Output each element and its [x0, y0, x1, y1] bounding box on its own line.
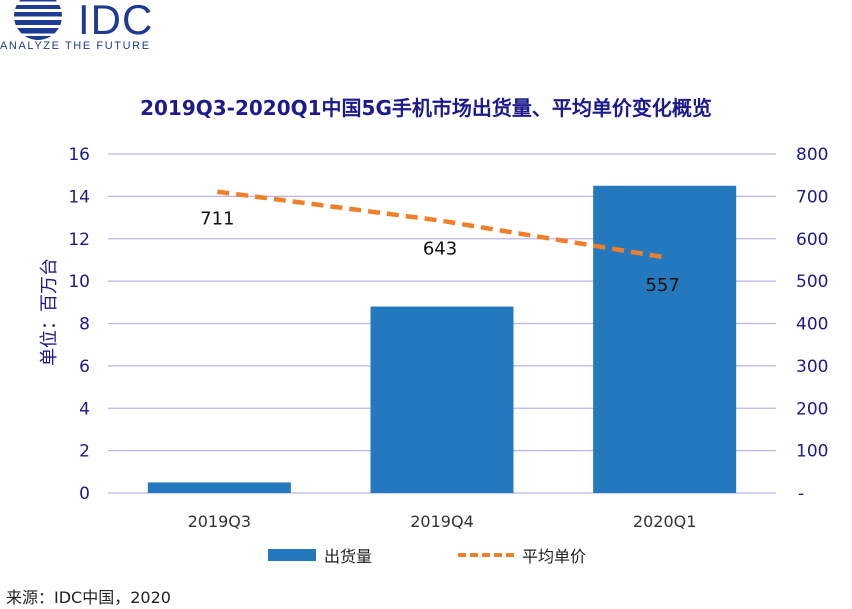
- idc-logo: IDC ANALYZE THE FUTURE: [0, 0, 175, 62]
- price-data-label: 643: [423, 239, 457, 260]
- x-tick-label: 2019Q4: [410, 512, 474, 531]
- y2-tick-label: 300: [796, 357, 828, 377]
- y-tick-label: 6: [79, 357, 90, 377]
- globe-logo-icon: [14, 0, 62, 40]
- legend-bar-label: 出货量: [324, 547, 373, 566]
- y-tick-label: 0: [79, 484, 90, 504]
- y2-tick-label: 600: [796, 230, 828, 250]
- bar-2019q3: [147, 482, 291, 493]
- y-tick-label: 2: [79, 442, 90, 462]
- y2-tick-label: 700: [796, 187, 828, 207]
- y2-tick-label: 200: [796, 399, 828, 419]
- legend-bar-swatch: [268, 549, 316, 561]
- legend: 出货量 平均单价: [0, 543, 852, 567]
- legend-line-label: 平均单价: [522, 547, 587, 566]
- y-tick-label: 8: [79, 315, 90, 335]
- y-tick-label: 14: [68, 187, 90, 207]
- y-tick-label: 4: [79, 399, 90, 419]
- x-tick-label: 2020Q1: [633, 512, 697, 531]
- chart-title: 2019Q3-2020Q1中国5G手机市场出货量、平均单价变化概览: [140, 96, 712, 120]
- y2-tick-label: 500: [796, 272, 828, 292]
- y-tick-label: 16: [68, 145, 90, 165]
- y2-tick-label: 400: [796, 315, 828, 335]
- logo-tagline: ANALYZE THE FUTURE: [0, 40, 151, 52]
- legend-line-swatch: [458, 553, 514, 557]
- bar-2020q1: [593, 185, 737, 493]
- legend-item-line: 平均单价: [458, 543, 586, 567]
- legend-item-bar: 出货量: [268, 543, 372, 567]
- price-data-label: 557: [645, 275, 679, 296]
- y-tick-label: 10: [68, 272, 90, 292]
- y-tick-label: 12: [68, 230, 90, 250]
- price-data-label: 711: [200, 209, 234, 230]
- logo-text: IDC: [78, 0, 154, 43]
- bar-2019q4: [370, 306, 514, 493]
- y2-tick-label: 100: [796, 442, 828, 462]
- y2-tick-label: 800: [796, 145, 828, 165]
- y2-tick-label: -: [798, 484, 804, 504]
- x-tick-label: 2019Q3: [188, 512, 252, 531]
- source-note: 来源：IDC中国，2020: [6, 588, 171, 607]
